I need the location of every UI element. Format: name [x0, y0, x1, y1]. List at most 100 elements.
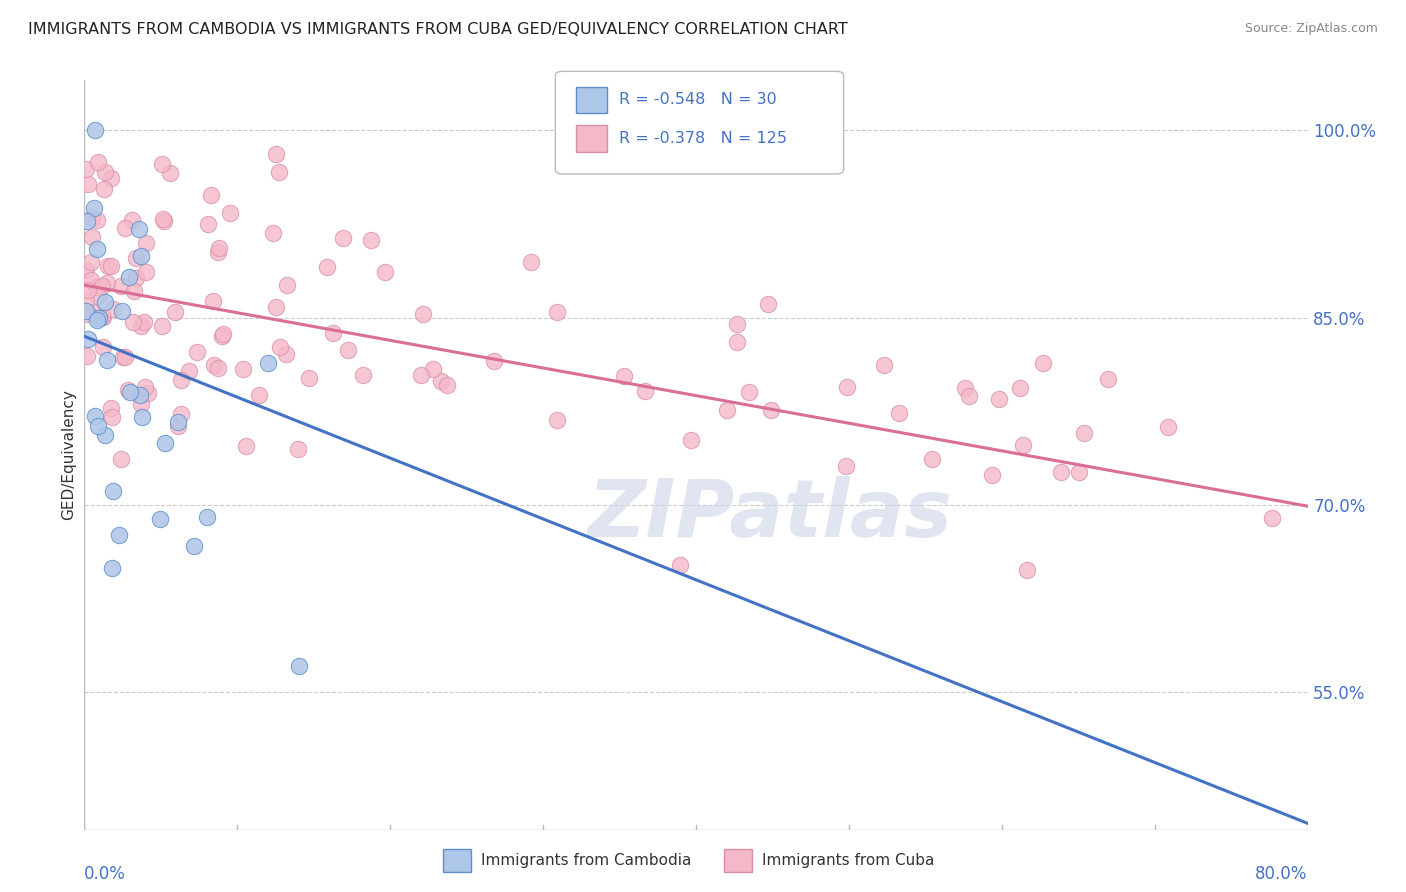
Point — [118, 384, 141, 399]
Point — [75, 263, 97, 277]
Point — [77, 333, 100, 347]
Point — [128, 222, 150, 236]
Point — [94, 294, 117, 309]
Point — [207, 361, 229, 376]
Point — [149, 512, 172, 526]
Point — [94, 427, 117, 442]
Point — [101, 409, 124, 424]
Point — [716, 402, 738, 417]
Point — [101, 560, 124, 574]
Point — [981, 468, 1004, 483]
Point — [262, 226, 284, 240]
Point — [77, 178, 100, 192]
Point — [1050, 465, 1073, 479]
Point — [76, 307, 98, 321]
Point — [86, 242, 108, 256]
Point — [737, 384, 759, 399]
Point — [82, 229, 104, 244]
Point — [166, 418, 188, 433]
Point — [1067, 465, 1090, 479]
Point — [315, 260, 337, 274]
Point — [100, 259, 122, 273]
Point — [957, 389, 980, 403]
Text: 0.0%: 0.0% — [84, 864, 127, 882]
Point — [100, 401, 122, 416]
Point — [247, 388, 270, 402]
Point — [135, 236, 157, 251]
Point — [87, 155, 110, 169]
Point — [117, 270, 139, 285]
Point — [759, 402, 782, 417]
Point — [86, 313, 108, 327]
Point — [179, 364, 201, 378]
Point — [232, 361, 254, 376]
Point — [1157, 420, 1180, 434]
Point — [91, 310, 114, 325]
Point — [117, 383, 139, 397]
Point — [121, 212, 143, 227]
Text: R = -0.548   N = 30: R = -0.548 N = 30 — [619, 93, 776, 107]
Text: Immigrants from Cambodia: Immigrants from Cambodia — [481, 854, 692, 868]
Point — [129, 397, 152, 411]
Point — [132, 315, 155, 329]
Point — [77, 284, 100, 298]
Point — [276, 278, 298, 293]
Point — [200, 187, 222, 202]
Point — [83, 123, 105, 137]
Point — [91, 310, 114, 324]
Point — [83, 409, 105, 423]
Point — [129, 249, 152, 263]
Point — [436, 378, 458, 392]
Point — [110, 279, 132, 293]
Point — [669, 558, 692, 572]
Point — [93, 182, 115, 196]
Point — [122, 314, 145, 328]
Point — [1097, 372, 1119, 386]
Point — [136, 386, 159, 401]
Point — [129, 388, 152, 402]
Point — [131, 409, 153, 424]
Text: R = -0.378   N = 125: R = -0.378 N = 125 — [619, 131, 786, 145]
Point — [1010, 381, 1032, 395]
Point — [520, 255, 543, 269]
Point — [235, 439, 257, 453]
Point — [152, 318, 174, 333]
Point — [276, 347, 298, 361]
Point — [153, 436, 176, 450]
Point — [219, 206, 242, 220]
Point — [87, 310, 110, 325]
Point — [96, 352, 118, 367]
Point — [873, 358, 896, 372]
Point — [97, 259, 120, 273]
Point — [322, 326, 344, 340]
Point — [86, 213, 108, 227]
Point — [114, 350, 136, 364]
Point — [212, 327, 235, 342]
Point — [360, 233, 382, 247]
Point — [111, 350, 134, 364]
Point — [186, 345, 208, 359]
Point — [352, 368, 374, 382]
Point — [84, 280, 107, 294]
Point — [183, 539, 205, 553]
Point — [207, 245, 229, 260]
Point — [110, 303, 132, 318]
Point — [125, 271, 148, 285]
Point — [546, 413, 568, 427]
Point — [75, 161, 97, 176]
Point — [76, 214, 98, 228]
Point — [91, 340, 114, 354]
Point — [80, 305, 103, 319]
Point — [298, 371, 321, 385]
Point — [264, 146, 287, 161]
Point — [887, 406, 910, 420]
Point — [94, 165, 117, 179]
Point — [758, 297, 780, 311]
Point — [266, 300, 288, 314]
Point — [79, 255, 101, 269]
Point — [835, 458, 858, 473]
Point — [269, 340, 291, 354]
Point — [195, 510, 218, 524]
Point — [1032, 356, 1054, 370]
Text: Source: ZipAtlas.com: Source: ZipAtlas.com — [1244, 22, 1378, 36]
